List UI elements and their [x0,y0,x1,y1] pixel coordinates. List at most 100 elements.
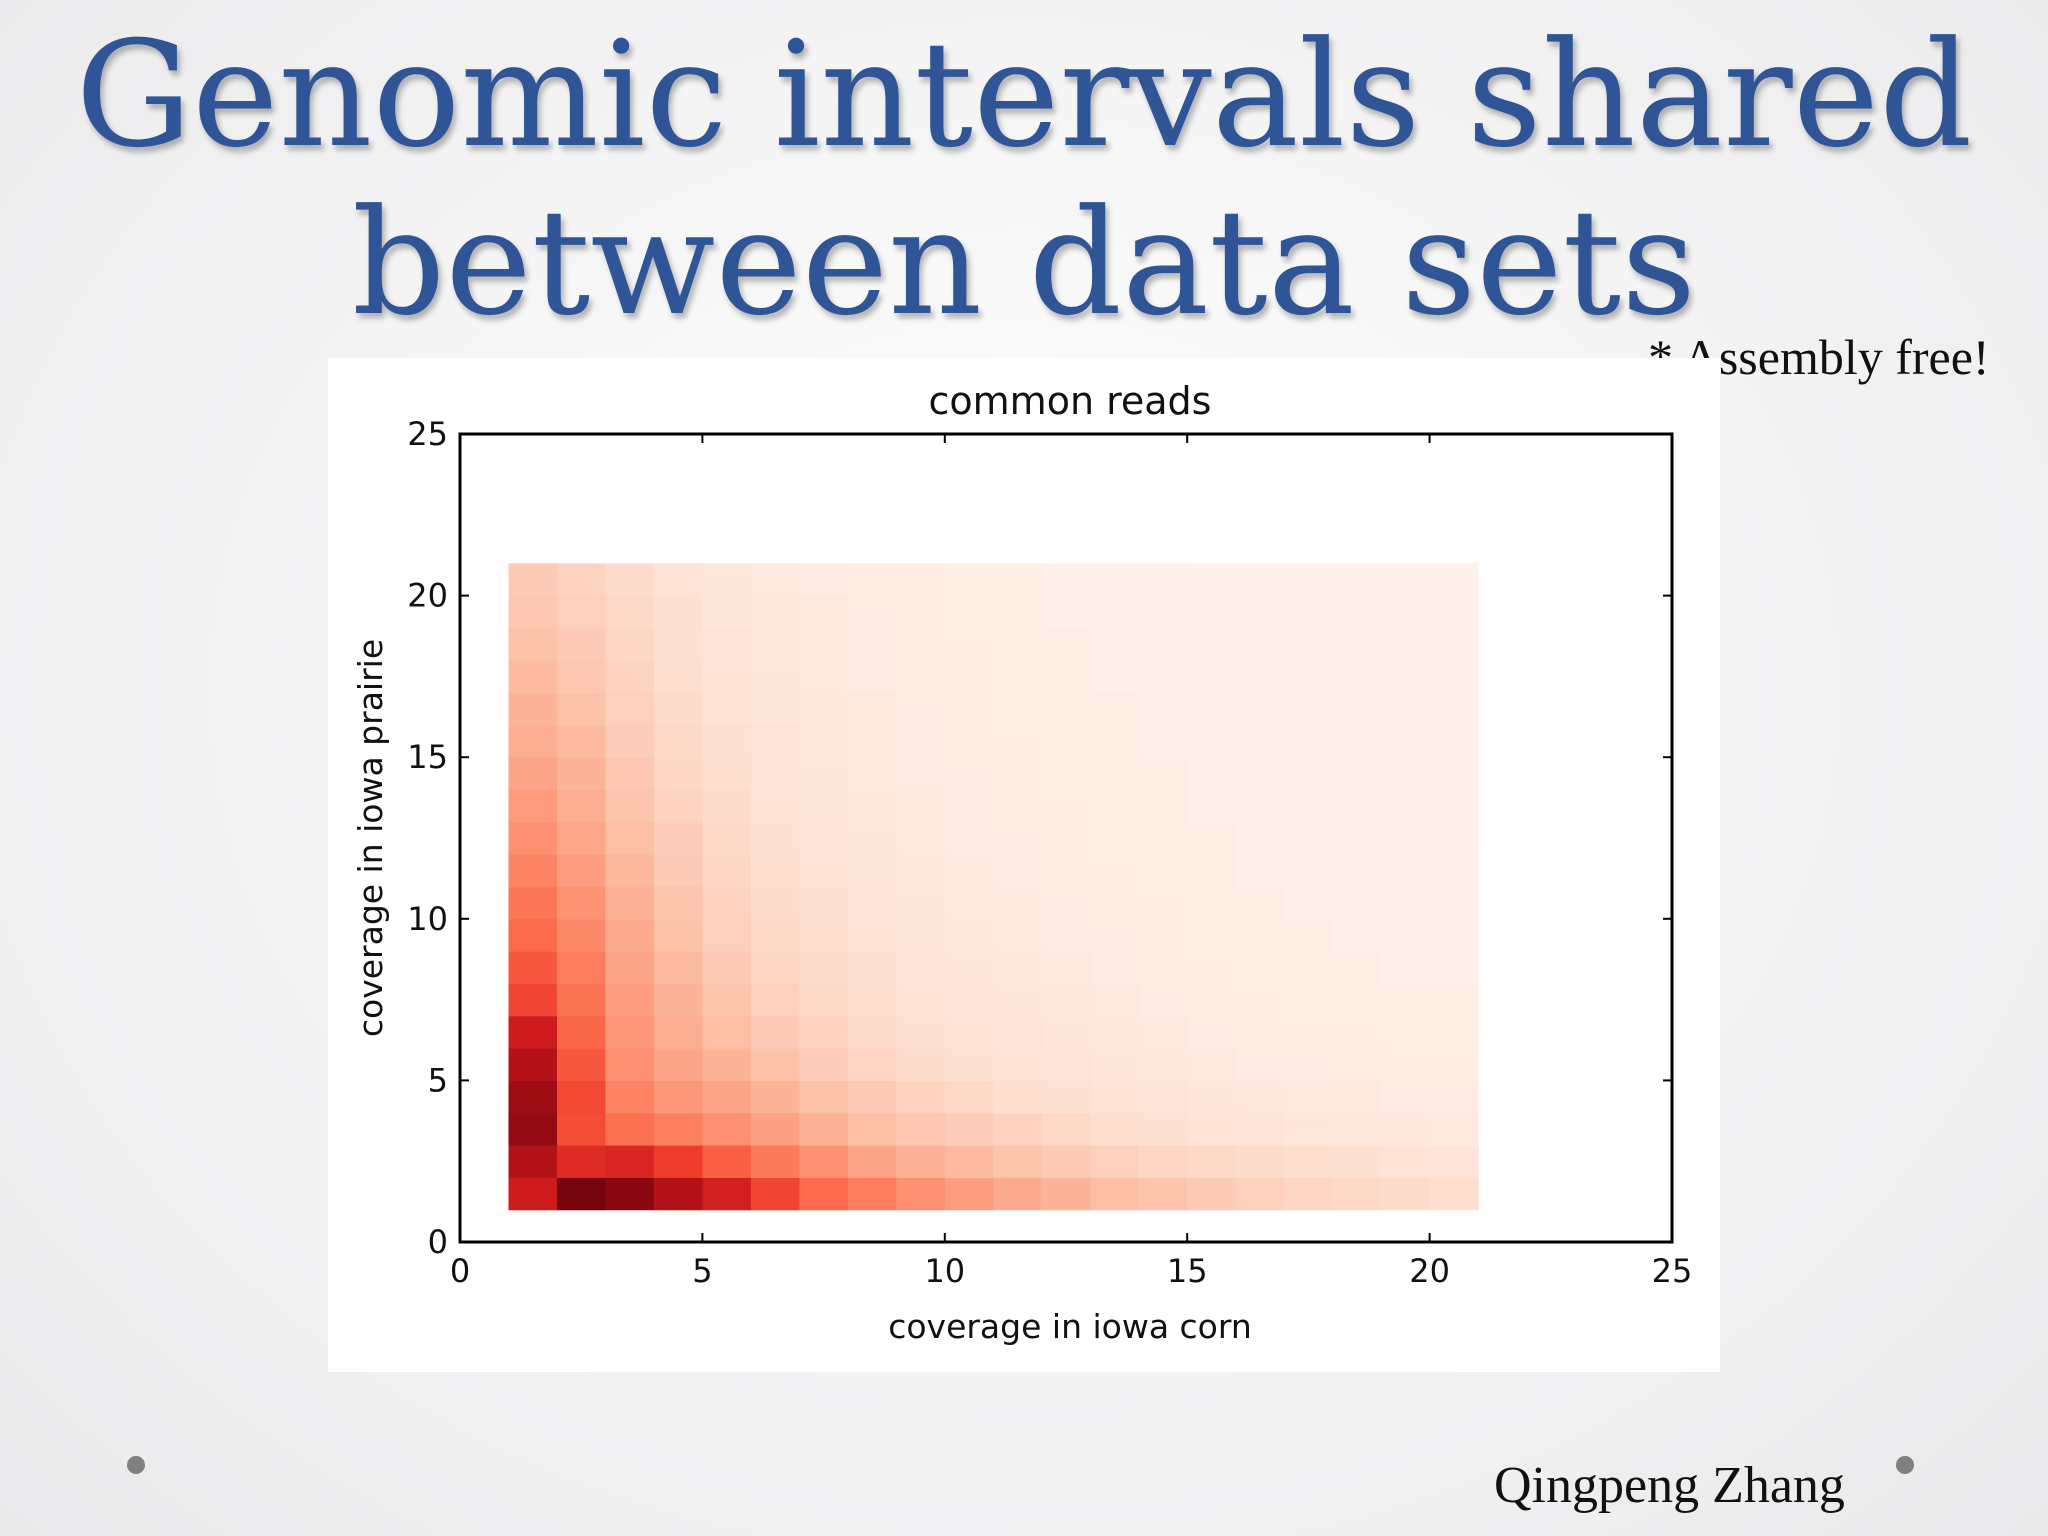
heatmap-cell [1429,692,1479,726]
heatmap-cell [896,1112,946,1146]
heatmap-cell [1090,983,1140,1017]
heatmap-cell [1187,724,1237,758]
heatmap-cell [1138,983,1188,1017]
heatmap-cell [993,821,1043,855]
heatmap-cell [1381,1048,1431,1081]
heatmap-cell [1284,724,1334,758]
heatmap-cell [508,627,558,661]
heatmap-cell [1138,595,1188,629]
heatmap-cell [896,1015,946,1049]
heatmap-cell [1235,724,1285,758]
heatmap-cell [1090,1015,1140,1049]
heatmap-cell [653,692,703,726]
heatmap-cell [1381,886,1431,920]
heatmap-cell [1138,627,1188,661]
heatmap-cell [993,595,1043,629]
heatmap-cell [750,1048,800,1081]
heatmap-cell [1187,1145,1237,1178]
heatmap-cell [1138,1145,1188,1178]
heatmap-cell [799,692,849,726]
heatmap-cell [1429,1015,1479,1049]
heatmap-cell [605,757,655,791]
heatmap-cell [993,692,1043,726]
heatmap-cell [1332,1112,1382,1146]
heatmap-cell [750,1177,800,1211]
heatmap-cell [1187,821,1237,855]
heatmap-cell [508,886,558,920]
heatmap-cell [653,983,703,1017]
heatmap-cell [508,1177,558,1211]
heatmap-cell [1429,983,1479,1017]
heatmap-cell [508,854,558,888]
heatmap-cell [750,724,800,758]
heatmap-cell [847,789,897,823]
heatmap-cell [1284,595,1334,629]
heatmap-cell [508,1112,558,1146]
heatmap-cell [1138,886,1188,920]
heatmap-cell [750,660,800,694]
heatmap-cell [750,821,800,855]
heatmap-cell [1284,918,1334,952]
heatmap-cell [944,1177,994,1211]
heatmap-cell [1041,1048,1091,1081]
heatmap-cell [1284,1177,1334,1211]
heatmap-cell [605,724,655,758]
heatmap-cell [1429,757,1479,791]
heatmap-cell [1187,854,1237,888]
heatmap-cell [1041,660,1091,694]
heatmap-cell [847,1177,897,1211]
heatmap-cell [750,886,800,920]
heatmap-cell [993,854,1043,888]
heatmap-cell [993,1080,1043,1114]
slide-bullet-dot-right [1896,1456,1914,1474]
heatmap-cell [702,1177,752,1211]
heatmap-cell [508,757,558,791]
heatmap-cell [605,821,655,855]
heatmap-cell [1138,563,1188,597]
heatmap-cell [993,724,1043,758]
heatmap-cell [1332,1015,1382,1049]
heatmap-cell [1332,563,1382,597]
heatmap-cell [799,563,849,597]
heatmap-cell [653,1177,703,1211]
heatmap-cell [1332,692,1382,726]
heatmap-cell [799,1145,849,1178]
heatmap-cell [1187,951,1237,985]
heatmap-cell [799,660,849,694]
heatmap-cell [1429,1145,1479,1178]
y-tick-label: 10 [407,900,448,938]
heatmap-cell [1332,1048,1382,1081]
heatmap-cell [1138,918,1188,952]
heatmap-cell [847,854,897,888]
heatmap-cell [605,918,655,952]
heatmap-cell [1187,660,1237,694]
heatmap-cell [1090,627,1140,661]
heatmap-cell [1332,951,1382,985]
heatmap-cell [1284,660,1334,694]
heatmap-cell [702,563,752,597]
heatmap-cell [605,1145,655,1178]
heatmap-cell [1284,821,1334,855]
heatmap-cell [847,983,897,1017]
heatmap-cell [556,627,607,661]
heatmap-cell [1429,951,1479,985]
heatmap-cell [556,724,607,758]
x-tick-label: 5 [692,1252,712,1290]
heatmap-cell [847,821,897,855]
heatmap-cell [1041,983,1091,1017]
heatmap-cell [1284,789,1334,823]
heatmap-cell [508,951,558,985]
heatmap-cell [1138,789,1188,823]
heatmap-cell [750,918,800,952]
heatmap-cell [1284,1015,1334,1049]
heatmap-cell [653,951,703,985]
heatmap-cell [1235,1080,1285,1114]
heatmap-cell [1429,1048,1479,1081]
heatmap-cell [702,983,752,1017]
heatmap-cell [653,757,703,791]
heatmap-cell [1187,886,1237,920]
heatmap-cell [1284,1145,1334,1178]
heatmap-cell [1041,1080,1091,1114]
heatmap-cell [1284,886,1334,920]
heatmap-cell [556,1177,607,1211]
